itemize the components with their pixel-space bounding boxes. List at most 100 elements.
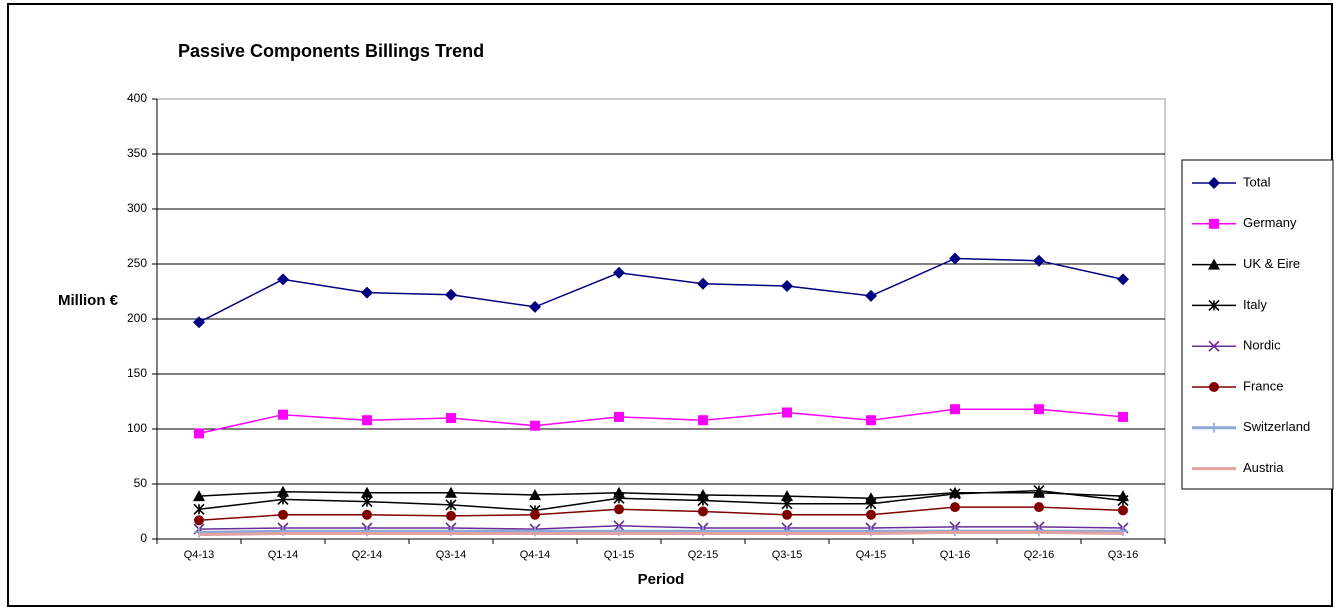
marker [781,498,793,510]
y-tick-label: 150 [127,366,147,380]
series-line [198,489,1124,512]
marker [781,280,793,292]
marker [697,494,709,507]
marker [613,492,625,504]
marker [530,509,540,520]
y-tick-label: 300 [127,201,147,215]
x-tick-label: Q3-15 [772,549,803,561]
marker [362,415,372,426]
x-tick-label: Q1-14 [268,549,299,561]
y-tick-label: 350 [127,146,147,160]
marker [698,506,708,517]
marker [950,502,960,513]
marker [1117,494,1129,507]
marker [529,300,541,313]
marker [1118,505,1128,516]
y-tick-label: 0 [140,531,147,545]
x-tick-label: Q4-15 [856,549,887,561]
marker [278,409,288,420]
marker [193,490,205,502]
marker [446,510,456,521]
frame [7,3,1333,607]
legend-label: Austria [1243,460,1284,475]
marker [1033,485,1045,497]
marker [865,289,877,302]
marker [194,428,204,439]
y-axis-label: Million € [58,292,118,309]
marker [614,504,624,515]
marker [530,420,540,431]
marker [529,489,541,500]
marker [950,404,960,415]
x-tick-label: Q2-16 [1024,549,1055,561]
legend-label: Nordic [1243,338,1281,353]
legend-label: UK & Eire [1243,256,1300,271]
series-line [198,506,1124,522]
legend-label: Germany [1243,215,1297,230]
marker [781,490,793,502]
marker [866,509,876,520]
y-tick-label: 400 [127,91,147,105]
marker [194,527,204,538]
marker [1208,299,1220,311]
marker [361,286,373,299]
y-tick-label: 200 [127,311,147,325]
marker [1208,177,1220,189]
marker [1117,273,1129,286]
marker [782,509,792,520]
marker [949,488,961,500]
x-axis-label: Period [638,571,685,588]
marker [697,277,709,290]
marker [1209,422,1219,433]
x-tick-label: Q1-16 [940,549,971,561]
marker [1208,258,1220,270]
marker [278,509,288,520]
x-tick-label: Q4-13 [184,549,215,561]
marker [446,413,456,423]
legend-box [1181,159,1334,490]
x-tick-label: Q2-14 [352,549,383,561]
marker [613,266,625,279]
marker [866,415,876,426]
series-line [198,257,1124,323]
legend-label: Switzerland [1243,419,1310,434]
marker [445,288,457,301]
chart-title: Passive Components Billings Trend [178,41,484,61]
marker [613,520,625,532]
x-tick-label: Q2-15 [688,549,719,561]
marker [614,411,624,422]
series-line [198,525,1124,530]
y-tick-label: 50 [134,476,148,490]
marker [949,252,961,265]
legend-label: France [1243,378,1283,393]
marker [1118,526,1128,537]
marker [362,509,372,520]
marker [1209,382,1219,392]
marker [277,273,289,286]
x-tick-label: Q3-16 [1108,549,1139,561]
marker [361,496,373,508]
marker [193,316,205,329]
x-tick-label: Q3-14 [436,549,467,561]
marker [1118,411,1128,422]
marker [277,485,289,497]
marker [277,493,289,505]
y-tick-label: 250 [127,256,147,270]
series-line [198,408,1124,435]
x-tick-label: Q4-14 [520,549,551,561]
x-tick-label: Q1-15 [604,549,635,561]
marker [361,486,373,498]
marker [1033,254,1045,267]
marker [865,498,877,510]
marker [698,415,708,426]
marker [193,503,205,515]
legend-label: Total [1243,174,1271,189]
y-tick-label: 100 [127,421,147,435]
marker [1034,502,1044,513]
marker [194,515,204,526]
legend-label: Italy [1243,297,1267,312]
marker [445,486,457,498]
marker [1208,340,1220,352]
